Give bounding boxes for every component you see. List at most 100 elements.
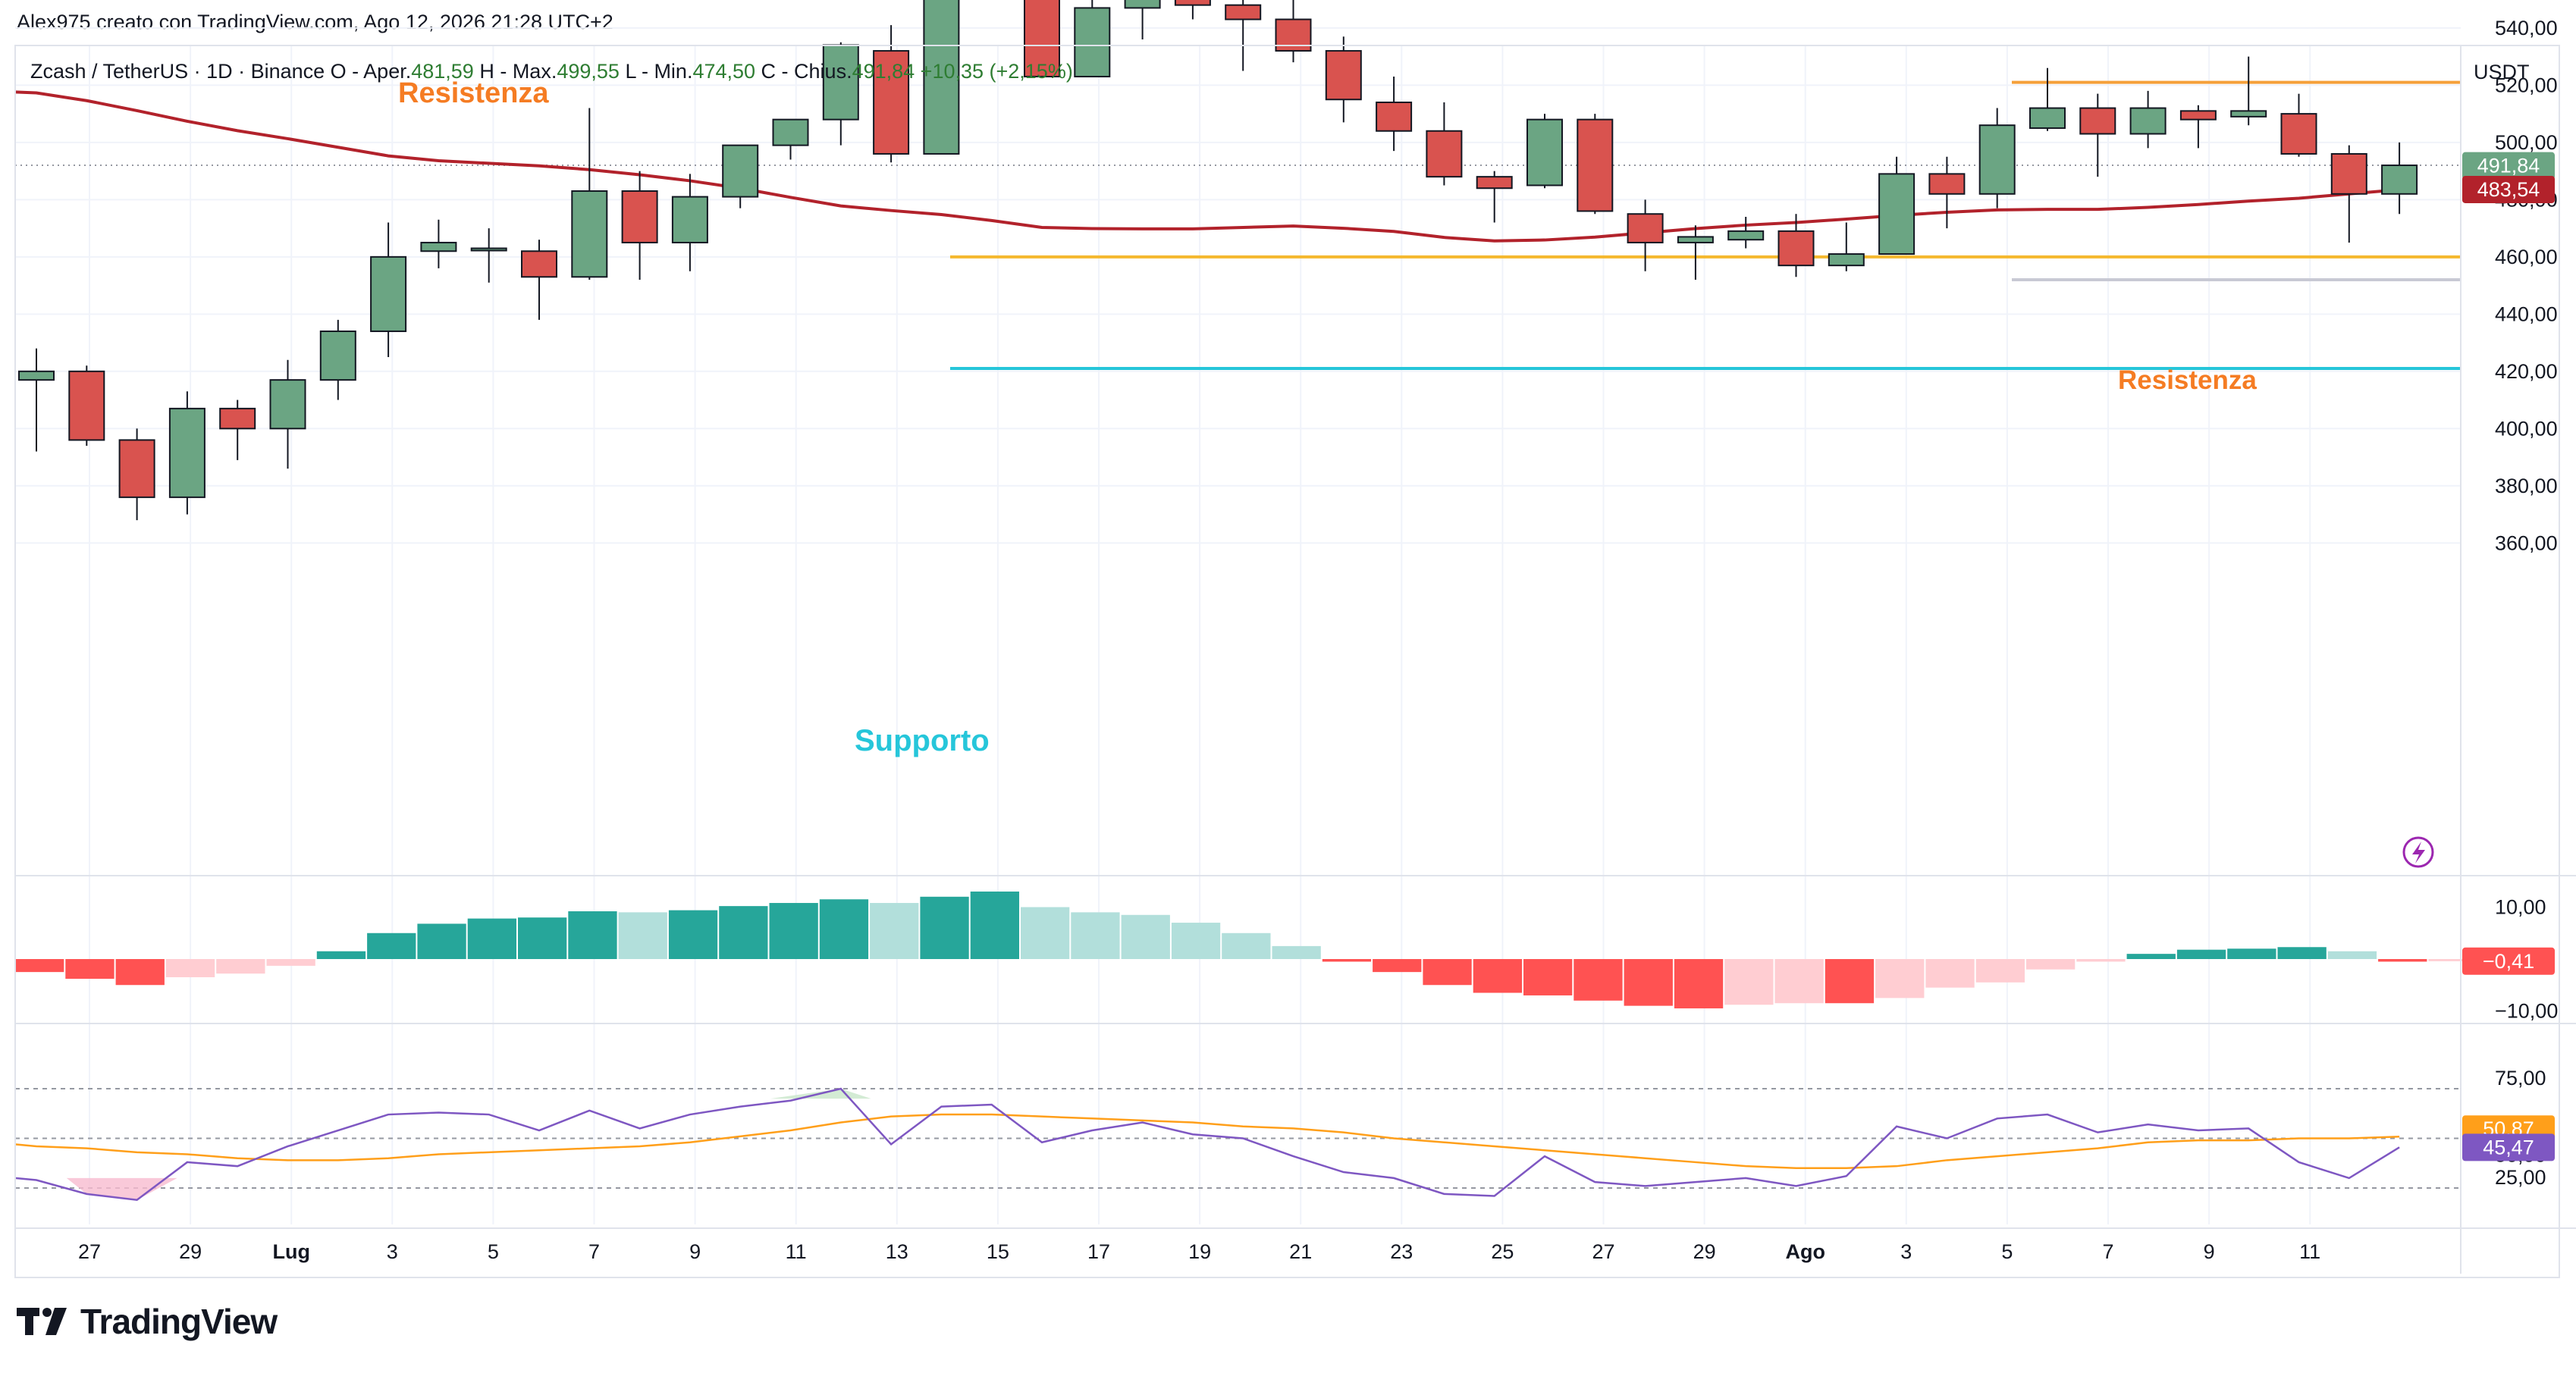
x-tick-label: 17 [1087,1240,1110,1263]
macd-badge-text: −0,41 [2483,950,2534,973]
price-tick-label: 380,00 [2495,475,2558,497]
candle-down [68,370,105,441]
x-tick-label: 29 [1693,1240,1716,1263]
x-tick-label: 7 [588,1240,600,1263]
macd-bar [467,918,516,959]
candle-up [1878,173,1916,255]
candle-up [923,0,960,155]
labels: Zcash / TetherUS · 1D · Binance O - Aper… [30,60,2530,757]
candle-up [1677,236,1714,243]
candle-down [118,439,155,498]
candle-up [1828,253,1865,267]
ma-badge-text: 483,54 [2477,178,2540,201]
macd-bar [1373,959,1422,973]
macd-tick-label: −10,00 [2495,1000,2558,1023]
candle-down [1325,50,1362,101]
x-tick-label: 9 [689,1240,701,1263]
macd-bar [1875,959,1925,998]
macd-bar [2227,948,2276,959]
candle-up [18,370,55,381]
candle-down [2330,152,2367,195]
candle-up [2129,107,2167,135]
rsi-signal-line [14,1113,2400,1170]
macd-bar [417,923,466,959]
candle-down [873,50,910,155]
candle-up [470,247,507,252]
x-tick-label: Lug [272,1240,309,1263]
candle-down [1426,130,1463,178]
ohlc-value: 491,84 [852,60,921,83]
macd-bar [668,910,718,959]
candle-down [1476,176,1513,190]
macd-bar [1825,959,1875,1004]
macd-bar [266,959,315,966]
price-tick-label: 400,00 [2495,417,2558,440]
x-tick-label: 13 [886,1240,908,1263]
candle-down [2179,110,2217,121]
resistenza-label-top: Resistenza [398,77,549,109]
rsi-badge [2462,1133,2555,1161]
candle-up [772,118,809,146]
ohlc-value: 481,59 [411,60,479,83]
price-tick-label: 540,00 [2495,17,2558,39]
macd-bar [1121,914,1170,959]
x-tick-label: 9 [2204,1240,2215,1263]
price-tick-label: 440,00 [2495,302,2558,325]
macd-bar [618,912,667,959]
macd-bar [165,959,215,977]
candle-down [1627,213,1664,243]
chart-frame [14,45,2560,1278]
macd-bar [1674,959,1724,1009]
candle-up [2029,107,2066,129]
supporto-label: Supporto [855,724,990,757]
grid [15,27,2461,1224]
candle-up [370,255,407,332]
ohlc-value: +10,35 (+2,15%) [921,60,1073,83]
ohlc-label: O - Aper. [331,60,412,83]
tradingview-logo-icon [17,1308,67,1335]
macd-bar [1423,959,1472,986]
macd-bar [518,917,567,959]
macd-bar [970,891,1019,959]
candle-down [621,190,658,243]
candle-up [1978,124,2016,195]
x-tick-label: 25 [1491,1240,1514,1263]
last-price-badge [2462,152,2555,180]
candle-down [1174,0,1211,6]
candle-up [269,379,306,430]
price-tick-label: 520,00 [2495,74,2558,96]
macd-bar [2378,959,2427,962]
ma-line [14,90,2400,243]
candle-up [168,407,206,498]
x-tick-label: 19 [1188,1240,1211,1263]
candle-down [1928,173,1966,195]
price-tick-label: 460,00 [2495,246,2558,268]
candle-down [2079,107,2116,135]
macd-bar [115,959,165,986]
x-tick-label: 5 [2001,1240,2013,1263]
x-tick-label: 7 [2102,1240,2113,1263]
candle-down [219,407,256,430]
tradingview-logo[interactable]: TradingView [17,1301,278,1342]
macd-bar [2126,954,2176,959]
rsi-pane [14,1087,2461,1202]
resistenza-label-right: Resistenza [2118,365,2257,395]
x-tick-label: 15 [987,1240,1009,1263]
candle-up [571,190,608,278]
rsi-line [14,1087,2400,1202]
macd-bar [1574,959,1623,1001]
macd-bar [1975,959,2025,983]
lightning-icon[interactable] [2402,836,2434,868]
macd-bar [1724,959,1774,1005]
ohlc-value: 474,50 [692,60,761,83]
macd-bar [2428,959,2477,961]
symbol-name: Zcash / TetherUS · 1D · Binance [30,60,331,83]
macd-bar [1624,959,1673,1006]
macd-bar [719,906,768,959]
ma-badge [2462,175,2555,203]
tradingview-logo-text: TradingView [80,1302,278,1341]
candle-down [1376,102,1413,132]
candle-down [2280,113,2317,155]
